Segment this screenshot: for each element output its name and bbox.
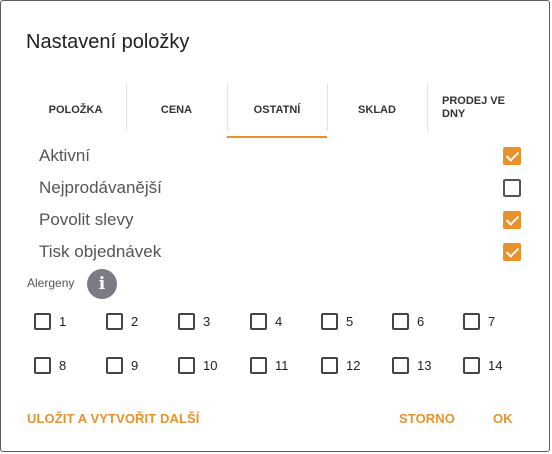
allergen-checkbox[interactable] [178,356,195,374]
tab-label: POLOŽKA [48,104,103,116]
tab-cena[interactable]: CENA [126,81,227,139]
allergen-checkbox[interactable] [463,312,480,330]
allergen-number: 12 [346,357,361,373]
allergen-item[interactable]: 7 [463,311,495,331]
tab-bar: POLOŽKA CENA OSTATNÍ SKLAD PRODEJ VE DNY [25,81,527,139]
allergen-number: 10 [203,357,218,373]
allergen-item[interactable]: 4 [250,311,282,331]
allergen-number: 5 [346,313,354,329]
allergen-item[interactable]: 10 [178,355,217,375]
aktivni-checkbox[interactable] [503,147,521,165]
allergen-checkbox[interactable] [392,312,409,330]
allergen-number: 2 [131,313,139,329]
info-icon[interactable]: i [87,269,117,299]
allergen-checkbox[interactable] [250,312,267,330]
allergen-number: 1 [59,313,67,329]
tab-polozka[interactable]: POLOŽKA [25,81,126,139]
allergen-number: 8 [59,357,67,373]
tab-divider [427,83,428,131]
allergen-item[interactable]: 1 [34,311,66,331]
option-povolit-slevy[interactable]: Povolit slevy [39,204,525,236]
tab-prodej-ve-dny[interactable]: PRODEJ VE DNY [435,79,527,137]
allergen-item[interactable]: 14 [463,355,502,375]
allergen-number: 4 [275,313,283,329]
allergen-checkbox[interactable] [106,356,123,374]
option-tisk-objednavek[interactable]: Tisk objednávek [39,236,525,268]
ok-button[interactable]: OK [493,411,513,426]
allergen-item[interactable]: 3 [178,311,210,331]
option-label: Aktivní [39,146,91,165]
allergen-item[interactable]: 11 [250,355,289,375]
allergen-number: 13 [417,357,432,373]
povolit-slevy-checkbox[interactable] [503,211,521,229]
allergen-checkbox[interactable] [106,312,123,330]
dialog-title: Nastavení položky [26,31,190,53]
allergen-item[interactable]: 12 [321,355,360,375]
allergen-checkbox[interactable] [34,312,51,330]
option-nejprodavanejsi[interactable]: Nejprodávanější [39,172,525,204]
tab-divider [126,83,127,131]
allergens-label: Alergeny [27,276,75,290]
cancel-button[interactable]: STORNO [399,411,455,426]
allergen-item[interactable]: 6 [392,311,424,331]
allergen-item[interactable]: 9 [106,355,138,375]
allergen-item[interactable]: 13 [392,355,431,375]
allergen-checkbox[interactable] [178,312,195,330]
tab-label: PRODEJ VE DNY [442,95,505,121]
nejprodavanejsi-checkbox[interactable] [503,179,521,197]
allergen-number: 7 [488,313,496,329]
tisk-objednavek-checkbox[interactable] [503,243,521,261]
option-label: Povolit slevy [39,210,134,229]
allergen-number: 6 [417,313,425,329]
allergen-checkbox[interactable] [392,356,409,374]
save-and-new-button[interactable]: ULOŽIT A VYTVOŘIT DALŠÍ [27,411,200,426]
tab-sklad[interactable]: SKLAD [327,81,427,139]
allergen-number: 11 [275,357,289,373]
allergen-number: 9 [131,357,139,373]
allergen-number: 3 [203,313,211,329]
allergen-checkbox[interactable] [321,312,338,330]
allergen-checkbox[interactable] [463,356,480,374]
allergen-checkbox[interactable] [250,356,267,374]
allergen-item[interactable]: 5 [321,311,353,331]
tab-label-line2: DNY [442,108,466,120]
tab-label: SKLAD [358,104,396,116]
tab-label: CENA [160,104,193,116]
allergen-item[interactable]: 8 [34,355,66,375]
tab-divider [327,83,328,131]
active-tab-indicator [227,136,327,138]
option-label: Nejprodávanější [39,178,162,197]
allergen-item[interactable]: 2 [106,311,138,331]
option-label: Tisk objednávek [39,242,162,261]
option-aktivni[interactable]: Aktivní [39,140,525,172]
tab-label-line1: PRODEJ VE [442,95,505,107]
allergen-number: 14 [488,357,503,373]
allergen-checkbox[interactable] [34,356,51,374]
tab-divider [227,83,228,131]
tab-label: OSTATNÍ [253,104,301,116]
tab-ostatni[interactable]: OSTATNÍ [227,81,327,139]
allergen-checkbox[interactable] [321,356,338,374]
